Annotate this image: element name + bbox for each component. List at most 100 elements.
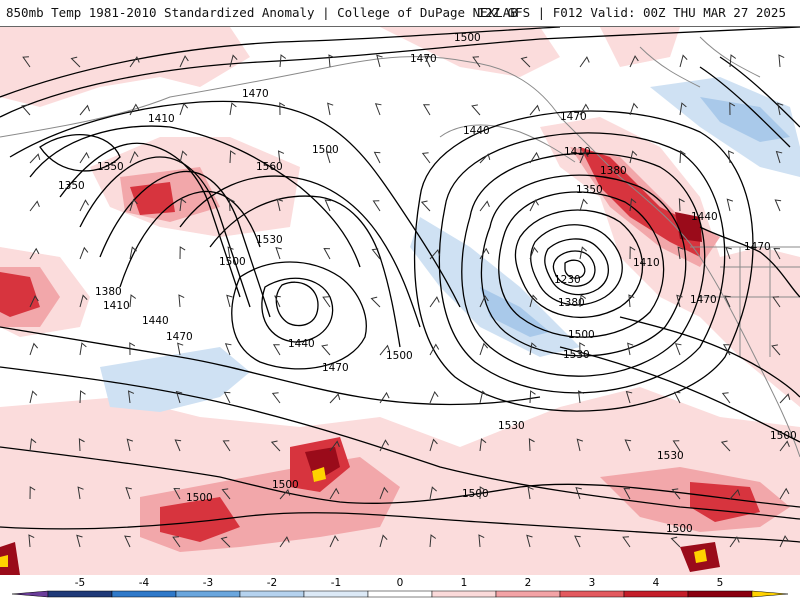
wind-barb bbox=[724, 295, 731, 308]
wind-barb bbox=[774, 199, 782, 212]
wind-barb bbox=[329, 393, 341, 404]
warm-anomaly-region bbox=[694, 549, 707, 563]
wind-barb bbox=[379, 344, 391, 356]
wind-barb bbox=[379, 486, 389, 500]
wind-barb bbox=[579, 294, 587, 308]
wind-barb bbox=[624, 439, 632, 452]
wind-barb bbox=[629, 55, 639, 68]
wind-barb bbox=[529, 246, 539, 260]
colorbar-segment bbox=[495, 590, 561, 598]
colorbar-tick-label: -4 bbox=[139, 577, 150, 589]
wind-barb bbox=[627, 342, 634, 356]
wind-barb bbox=[577, 390, 585, 404]
wind-barb bbox=[29, 247, 40, 260]
contour-line bbox=[29, 125, 361, 268]
colorbar-tick-label: 1 bbox=[461, 577, 468, 589]
wind-barb bbox=[623, 487, 631, 500]
wind-barb bbox=[629, 102, 639, 116]
wind-barb bbox=[479, 247, 490, 260]
wind-barb bbox=[129, 198, 138, 212]
wind-barb bbox=[276, 198, 284, 212]
wind-barb bbox=[329, 535, 339, 548]
wind-barb bbox=[224, 343, 232, 356]
wind-barb bbox=[29, 200, 40, 212]
wind-barb bbox=[22, 56, 31, 68]
contour-label: 1440 bbox=[142, 315, 169, 327]
height-contours bbox=[0, 27, 800, 543]
colorbar-segment bbox=[111, 590, 177, 598]
contour-label: 1380 bbox=[600, 165, 627, 177]
wind-barb bbox=[671, 488, 681, 500]
contour-label: 1410 bbox=[103, 300, 130, 312]
contour-label: 1470 bbox=[410, 53, 437, 65]
contour-line bbox=[619, 316, 800, 398]
wind-barb bbox=[229, 102, 237, 116]
wind-barb bbox=[179, 102, 189, 116]
contour-label: 1350 bbox=[58, 180, 85, 192]
anomaly-colorbar: -5 -4 -3 -2 -1 0 1 2 3 4 5 bbox=[0, 576, 800, 600]
colorbar-max-arrow bbox=[751, 590, 789, 598]
anomaly-shading bbox=[0, 27, 800, 575]
wind-barb bbox=[29, 153, 41, 164]
wind-barb bbox=[722, 344, 731, 356]
wind-barb bbox=[324, 199, 332, 212]
wind-barb bbox=[628, 294, 635, 308]
wind-barb bbox=[622, 536, 631, 548]
wind-barb bbox=[175, 390, 183, 404]
wind-barb bbox=[178, 294, 185, 308]
warm-anomaly-region bbox=[0, 27, 250, 107]
warm-anomaly-region bbox=[0, 555, 8, 567]
wind-barb bbox=[379, 439, 389, 452]
wind-barb bbox=[271, 392, 281, 404]
contour-label: 1500 bbox=[386, 350, 413, 362]
contour-line bbox=[699, 56, 800, 148]
wind-barb bbox=[779, 535, 789, 548]
wind-barb bbox=[420, 200, 431, 212]
contour-label: 1500 bbox=[312, 144, 339, 156]
wind-barb bbox=[472, 56, 481, 68]
wind-barb bbox=[129, 103, 140, 116]
wind-barb bbox=[321, 344, 331, 356]
wind-barb bbox=[727, 150, 735, 164]
wind-barb bbox=[424, 55, 431, 68]
wind-barb bbox=[575, 486, 582, 500]
wind-barb bbox=[78, 438, 85, 452]
wind-barb bbox=[221, 488, 231, 500]
colorbar-tick-label: 5 bbox=[717, 577, 724, 589]
contour-line bbox=[179, 175, 421, 328]
colorbar-tick-label: 0 bbox=[397, 577, 404, 589]
contour-label: 1500 bbox=[219, 256, 246, 268]
wind-barb bbox=[124, 535, 131, 548]
wind-barb bbox=[479, 200, 490, 212]
wind-barb bbox=[679, 102, 687, 116]
contour-line bbox=[461, 152, 706, 377]
contour-line bbox=[231, 261, 367, 370]
wind-barb bbox=[672, 440, 681, 452]
colorbar-segment bbox=[367, 590, 433, 598]
contour-line bbox=[261, 277, 334, 343]
wind-barb bbox=[275, 246, 282, 260]
wind-barb bbox=[778, 54, 785, 68]
warm-anomaly-region bbox=[0, 272, 40, 317]
wind-barb bbox=[125, 486, 132, 500]
wind-barb bbox=[28, 534, 35, 548]
contour-labels: 1500 1470 1470 1410 1350 1350 1560 1500 … bbox=[58, 32, 797, 535]
colorbar-segment bbox=[303, 590, 369, 598]
contour-line bbox=[0, 326, 541, 406]
warm-anomaly-region bbox=[160, 497, 240, 542]
wind-barb bbox=[528, 438, 535, 452]
wind-barb bbox=[725, 246, 732, 260]
wind-barb bbox=[429, 248, 441, 260]
wind-barb bbox=[579, 246, 587, 260]
warm-anomaly-region bbox=[130, 182, 175, 215]
wind-barb bbox=[529, 151, 540, 164]
colorbar-min-arrow bbox=[11, 590, 49, 598]
contour-label: 1380 bbox=[95, 286, 122, 298]
colorbar-tick-label: -3 bbox=[203, 577, 213, 589]
colorbar-segment bbox=[623, 590, 689, 598]
contour-label: 1350 bbox=[97, 161, 124, 173]
contour-label: 1500 bbox=[454, 32, 481, 44]
wind-barb bbox=[323, 247, 331, 260]
wind-barb bbox=[529, 199, 539, 212]
contour-label: 1410 bbox=[148, 113, 175, 125]
